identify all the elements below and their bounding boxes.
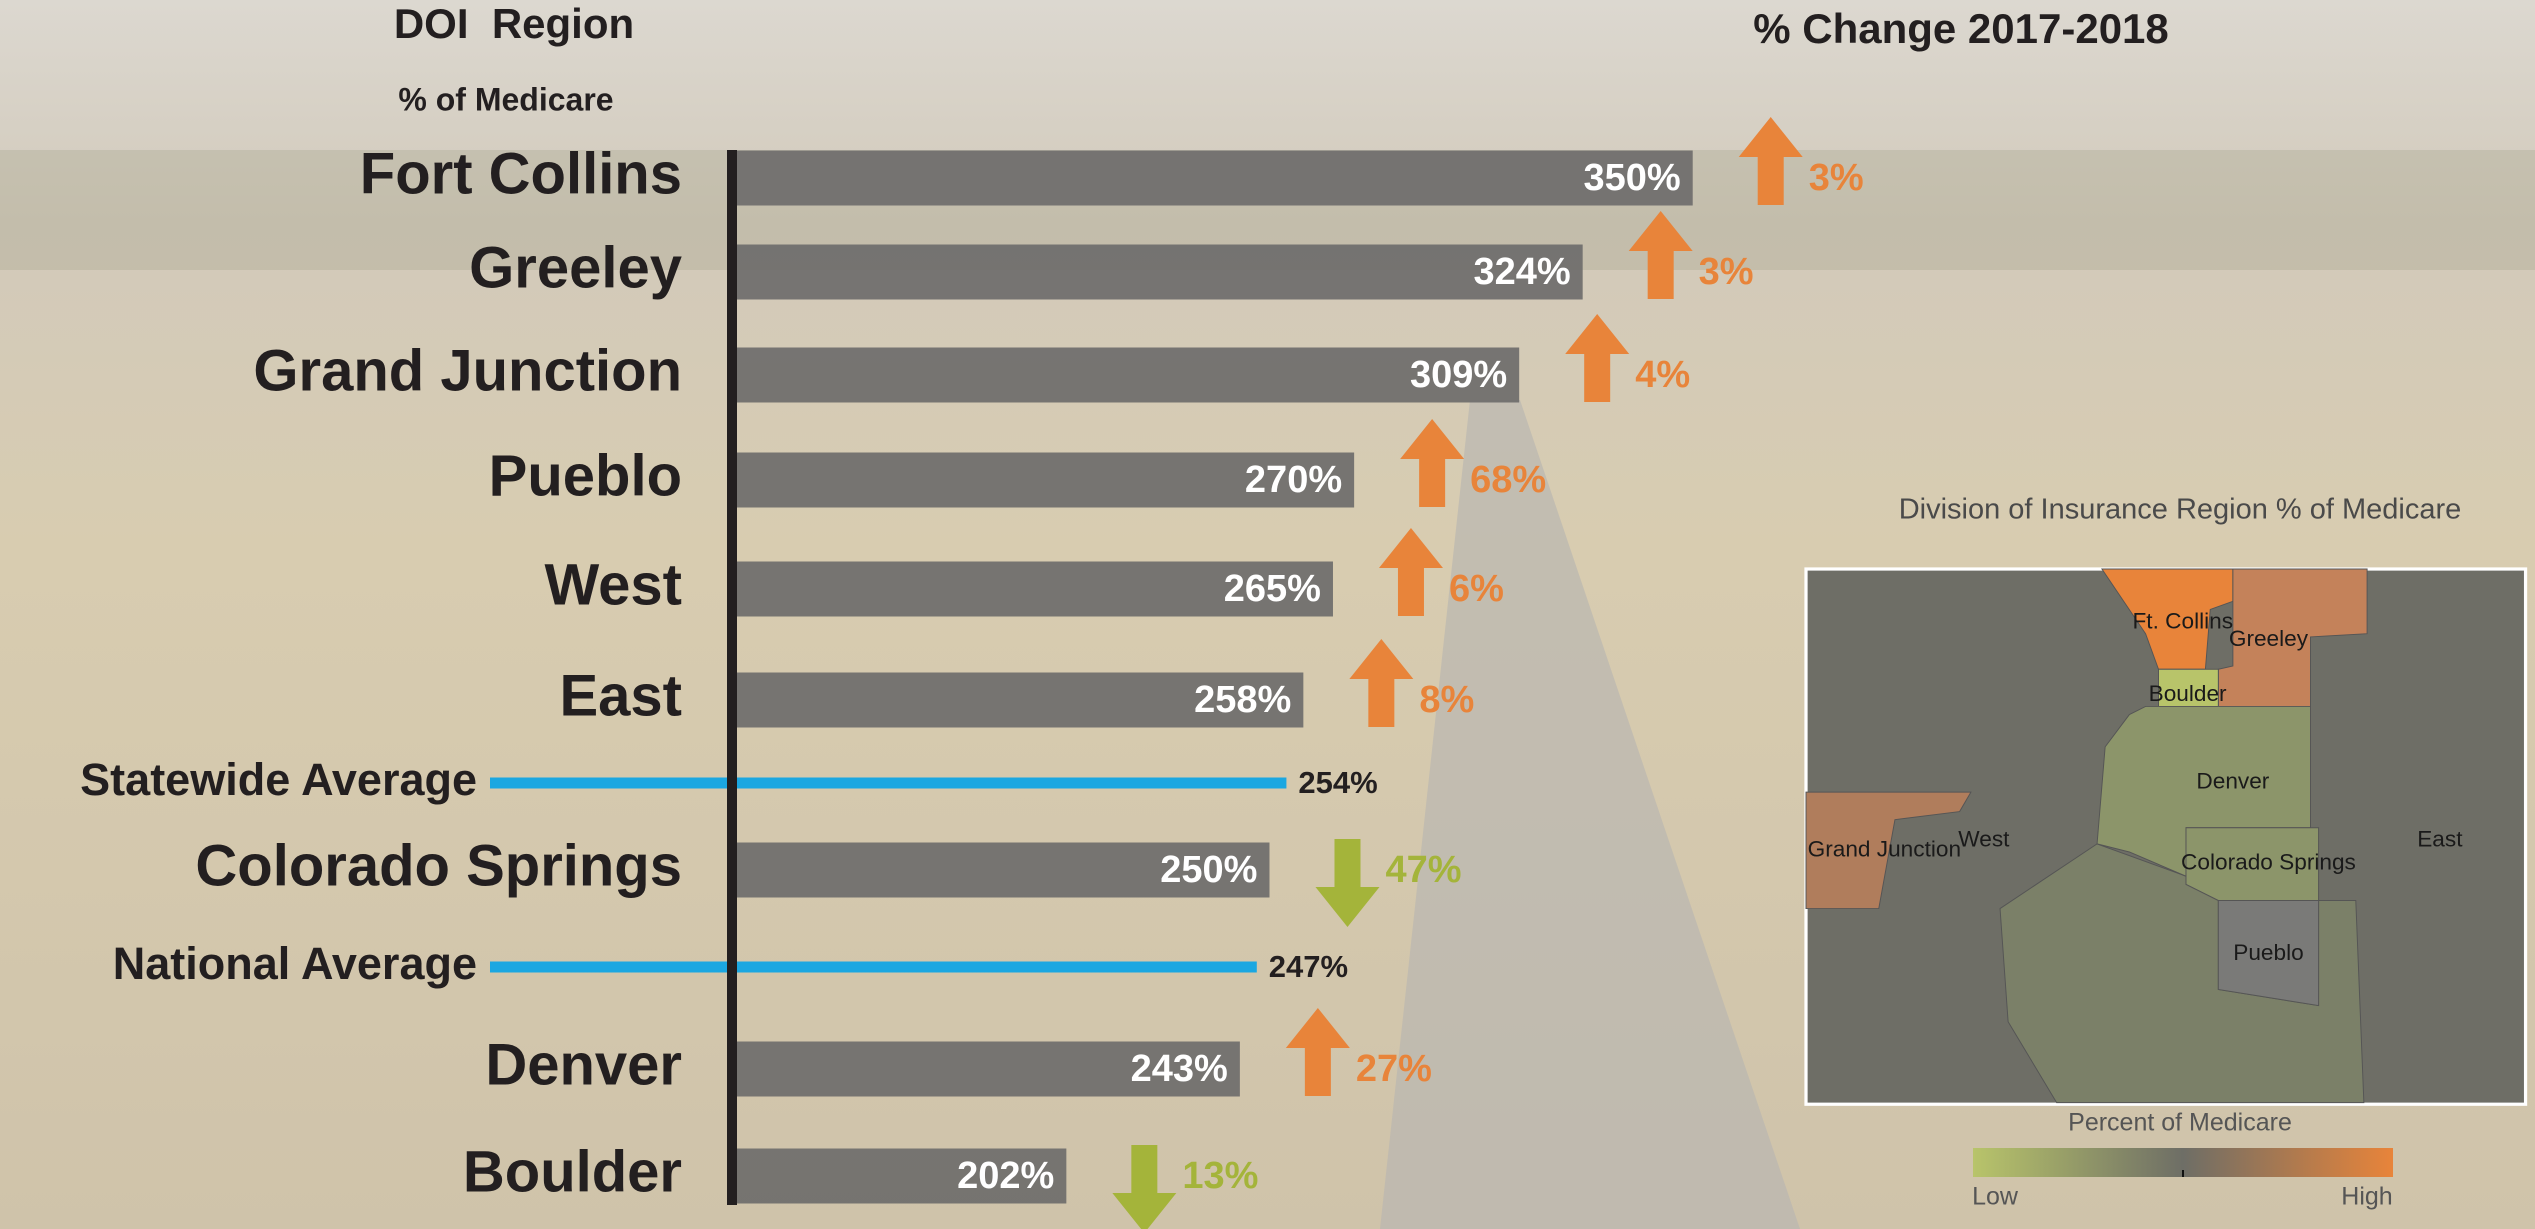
bar-value-label: 324% xyxy=(1473,251,1570,293)
change-label: 47% xyxy=(1385,849,1461,891)
change-label: 27% xyxy=(1356,1048,1432,1090)
region-label: West xyxy=(1958,827,2010,852)
category-label: Fort Collins xyxy=(360,141,682,206)
chart-title: DOI Region xyxy=(394,0,634,47)
reference-label: National Average xyxy=(113,938,477,989)
change-label: 3% xyxy=(1809,157,1864,199)
chart: DOI Region % of Medicare % Change 2017-2… xyxy=(0,0,2535,1229)
reference-label: Statewide Average xyxy=(80,754,477,805)
change-title: % Change 2017-2018 xyxy=(1753,5,2169,52)
category-label: Grand Junction xyxy=(253,338,682,403)
bar-value-label: 250% xyxy=(1160,849,1257,891)
bar-value-label: 270% xyxy=(1245,459,1342,501)
region-label: Denver xyxy=(2196,768,2269,793)
bar xyxy=(732,245,1583,300)
change-label: 68% xyxy=(1470,459,1546,501)
region-label: East xyxy=(2417,827,2463,852)
map: Division of Insurance Region % of Medica… xyxy=(1806,494,2526,1211)
region-label: Colorado Springs xyxy=(2181,849,2356,874)
legend-high: High xyxy=(2341,1183,2392,1211)
legend-low: Low xyxy=(1972,1183,2019,1211)
region-label: Ft. Collins xyxy=(2132,608,2233,633)
category-label: West xyxy=(544,552,682,617)
category-label: Boulder xyxy=(463,1139,682,1204)
change-label: 6% xyxy=(1449,568,1504,610)
bar-value-label: 202% xyxy=(957,1155,1054,1197)
chart-subtitle: % of Medicare xyxy=(398,81,613,117)
bar xyxy=(732,151,1693,206)
bar-value-label: 265% xyxy=(1224,568,1321,610)
change-label: 8% xyxy=(1419,679,1474,721)
change-label: 3% xyxy=(1699,251,1754,293)
bar-value-label: 350% xyxy=(1584,157,1681,199)
category-label: East xyxy=(559,663,682,728)
bar xyxy=(732,348,1519,403)
bar-value-label: 258% xyxy=(1194,679,1291,721)
region-label: Grand Junction xyxy=(1808,836,1961,861)
change-label: 4% xyxy=(1635,354,1690,396)
category-label: Greeley xyxy=(469,235,682,300)
bar-value-label: 309% xyxy=(1410,354,1507,396)
change-label: 13% xyxy=(1182,1155,1258,1197)
region-label: Boulder xyxy=(2149,681,2227,706)
reference-value-label: 247% xyxy=(1269,949,1348,984)
region-label: Pueblo xyxy=(2233,940,2303,965)
region-label: Greeley xyxy=(2229,626,2309,651)
legend-title: Percent of Medicare xyxy=(2068,1109,2292,1137)
map-title: Division of Insurance Region % of Medica… xyxy=(1899,494,2462,526)
map-body: Ft. Collins Greeley Boulder Denver Color… xyxy=(1806,569,2526,1104)
category-label: Denver xyxy=(485,1032,682,1097)
category-label: Colorado Springs xyxy=(195,833,682,898)
category-label: Pueblo xyxy=(489,443,682,508)
bar-value-label: 243% xyxy=(1131,1048,1228,1090)
reference-value-label: 254% xyxy=(1298,765,1377,800)
